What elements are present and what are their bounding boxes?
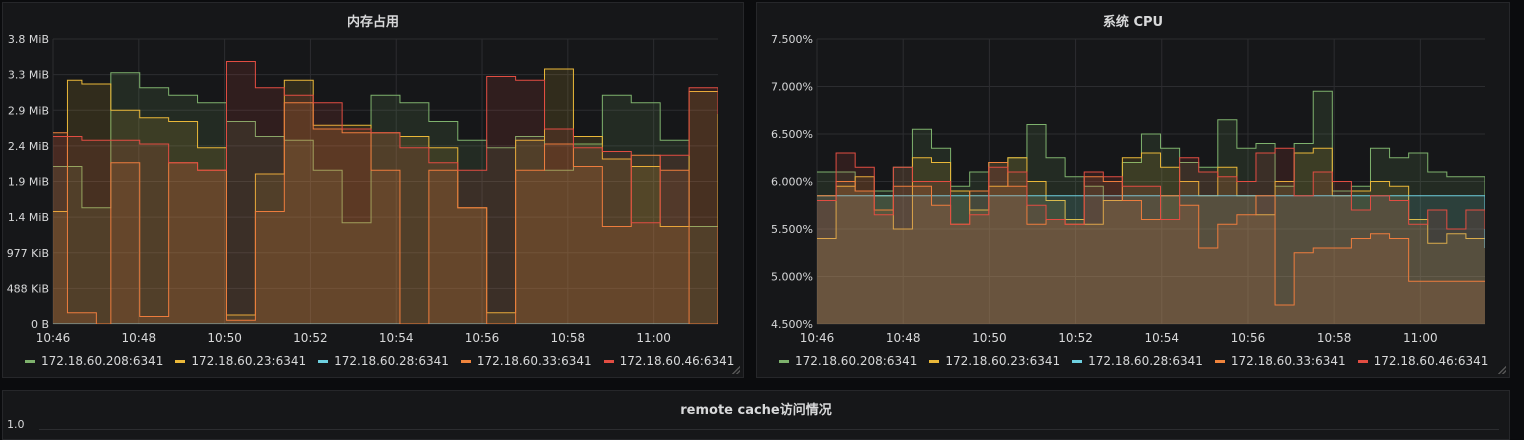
legend-swatch xyxy=(929,359,940,363)
x-tick-label: 10:48 xyxy=(122,331,157,345)
panel-title[interactable]: 系统 CPU xyxy=(1102,15,1164,30)
x-tick-label: 10:50 xyxy=(207,331,242,345)
series-area xyxy=(53,69,718,324)
legend-item[interactable]: 172.18.60.23:6341 xyxy=(929,354,1060,368)
series-line[interactable] xyxy=(817,162,1485,306)
y-tick-label: 7.500% xyxy=(771,33,813,46)
y-tick-label: 3.3 MiB xyxy=(8,69,49,82)
x-tick-label: 10:58 xyxy=(1317,331,1352,345)
legend-label: 172.18.60.28:6341 xyxy=(1088,354,1203,368)
legend-label: 172.18.60.23:6341 xyxy=(945,354,1061,368)
legend-label: 172.18.60.28:6341 xyxy=(334,354,449,368)
y-tick-label: 1.9 MiB xyxy=(8,176,49,189)
y-tick-label: 5.000% xyxy=(771,271,813,284)
x-tick-label: 11:00 xyxy=(636,331,671,345)
cpu-legend: 172.18.60.208:6341 172.18.60.23:6341 172.1… xyxy=(779,354,1500,368)
series-line[interactable] xyxy=(817,90,1485,248)
series-area xyxy=(53,61,718,324)
panel-title[interactable]: 内存占用 xyxy=(346,15,399,30)
series-line[interactable] xyxy=(817,147,1485,230)
series-area xyxy=(817,195,1485,324)
legend-swatch xyxy=(175,359,186,363)
x-tick-label: 10:46 xyxy=(800,331,835,345)
series-line[interactable] xyxy=(53,102,718,324)
y-tick-label: 488 KiB xyxy=(7,282,49,295)
legend-swatch xyxy=(318,359,329,363)
y-tick-label: 3.8 MiB xyxy=(8,33,49,46)
legend-swatch xyxy=(1357,359,1368,363)
x-tick-label: 10:52 xyxy=(1058,331,1093,345)
x-tick-label: 11:00 xyxy=(1403,331,1438,345)
x-tick-label: 10:52 xyxy=(293,331,328,345)
series-area xyxy=(817,148,1485,324)
memory-panel[interactable]: 内存占用 0 B 488 KiB 977 KiB 1.4 MiB 1.9 MiB 2.4 … xyxy=(2,2,744,378)
cpu-chart[interactable]: 4.500% 5.000% 5.500% 6.000% 6.500% 7.000% 7.50… xyxy=(757,3,1511,379)
legend-swatch xyxy=(1072,359,1083,363)
legend-item[interactable]: 172.18.60.46:6341 xyxy=(1357,354,1489,368)
resize-handle-icon[interactable] xyxy=(732,366,740,374)
legend-item[interactable]: 172.18.60.208:6341 xyxy=(25,354,163,368)
y-tick-label: 2.4 MiB xyxy=(8,140,49,153)
legend-swatch xyxy=(1214,359,1225,363)
x-tick-label: 10:58 xyxy=(551,331,586,345)
legend-swatch xyxy=(460,359,471,363)
x-tick-label: 10:56 xyxy=(1231,331,1266,345)
legend-label: 172.18.60.33:6341 xyxy=(476,354,592,368)
legend-item[interactable]: 172.18.60.28:6341 xyxy=(1072,354,1203,368)
x-tick-label: 10:50 xyxy=(972,331,1007,345)
cpu-panel[interactable]: 系统 CPU 4.500% 5.000% 5.500% 6.000% 6.500% 7.0… xyxy=(756,2,1510,378)
legend-label: 172.18.60.33:6341 xyxy=(1230,354,1346,368)
y-tick-label: 4.500% xyxy=(771,318,813,331)
legend-label: 172.18.60.208:6341 xyxy=(795,354,918,368)
legend-label: 172.18.60.46:6341 xyxy=(1373,354,1489,368)
legend-item[interactable]: 172.18.60.46:6341 xyxy=(603,354,735,368)
legend-item[interactable]: 172.18.60.208:6341 xyxy=(779,354,917,368)
series-line[interactable] xyxy=(53,72,718,313)
legend-item[interactable]: 172.18.60.28:6341 xyxy=(318,354,449,368)
legend-label: 172.18.60.23:6341 xyxy=(191,354,307,368)
resize-handle-icon[interactable] xyxy=(1498,366,1506,374)
legend-swatch xyxy=(603,359,614,363)
y-tick-label: 6.000% xyxy=(771,176,813,189)
legend-item[interactable]: 172.18.60.23:6341 xyxy=(175,354,306,368)
x-tick-label: 10:54 xyxy=(1144,331,1179,345)
legend-swatch xyxy=(779,359,789,363)
y-tick-label: 2.9 MiB xyxy=(8,104,49,117)
x-tick-label: 10:48 xyxy=(886,331,921,345)
series-line[interactable] xyxy=(817,147,1485,244)
y-tick-label: 6.500% xyxy=(771,128,813,141)
x-tick-label: 10:46 xyxy=(36,331,71,345)
y-tick-label: 7.000% xyxy=(771,81,813,94)
series-area xyxy=(53,72,718,324)
series-area xyxy=(817,162,1485,324)
y-tick-label: 0 B xyxy=(31,318,49,331)
memory-legend: 172.18.60.208:6341 172.18.60.23:6341 172.1… xyxy=(25,354,746,368)
y-tick-label: 5.500% xyxy=(771,223,813,236)
series-line[interactable] xyxy=(53,61,718,224)
x-tick-label: 10:56 xyxy=(465,331,500,345)
legend-swatch xyxy=(25,359,35,363)
x-tick-label: 10:54 xyxy=(379,331,414,345)
panel-title[interactable]: remote cache访问情况 xyxy=(680,403,832,418)
series-area xyxy=(53,102,718,324)
legend-item[interactable]: 172.18.60.33:6341 xyxy=(1214,354,1346,368)
series-area xyxy=(817,91,1485,324)
memory-chart[interactable]: 0 B 488 KiB 977 KiB 1.4 MiB 1.9 MiB 2.4 MiB 2.… xyxy=(3,3,745,379)
series-area xyxy=(817,148,1485,324)
y-tick-label: 1.0 xyxy=(7,418,25,431)
remote-cache-panel[interactable]: remote cache访问情况 1.0 xyxy=(2,390,1510,440)
legend-item[interactable]: 172.18.60.33:6341 xyxy=(460,354,592,368)
y-tick-label: 1.4 MiB xyxy=(8,211,49,224)
legend-label: 172.18.60.208:6341 xyxy=(41,354,164,368)
legend-label: 172.18.60.46:6341 xyxy=(619,354,735,368)
y-tick-label: 977 KiB xyxy=(7,247,49,260)
